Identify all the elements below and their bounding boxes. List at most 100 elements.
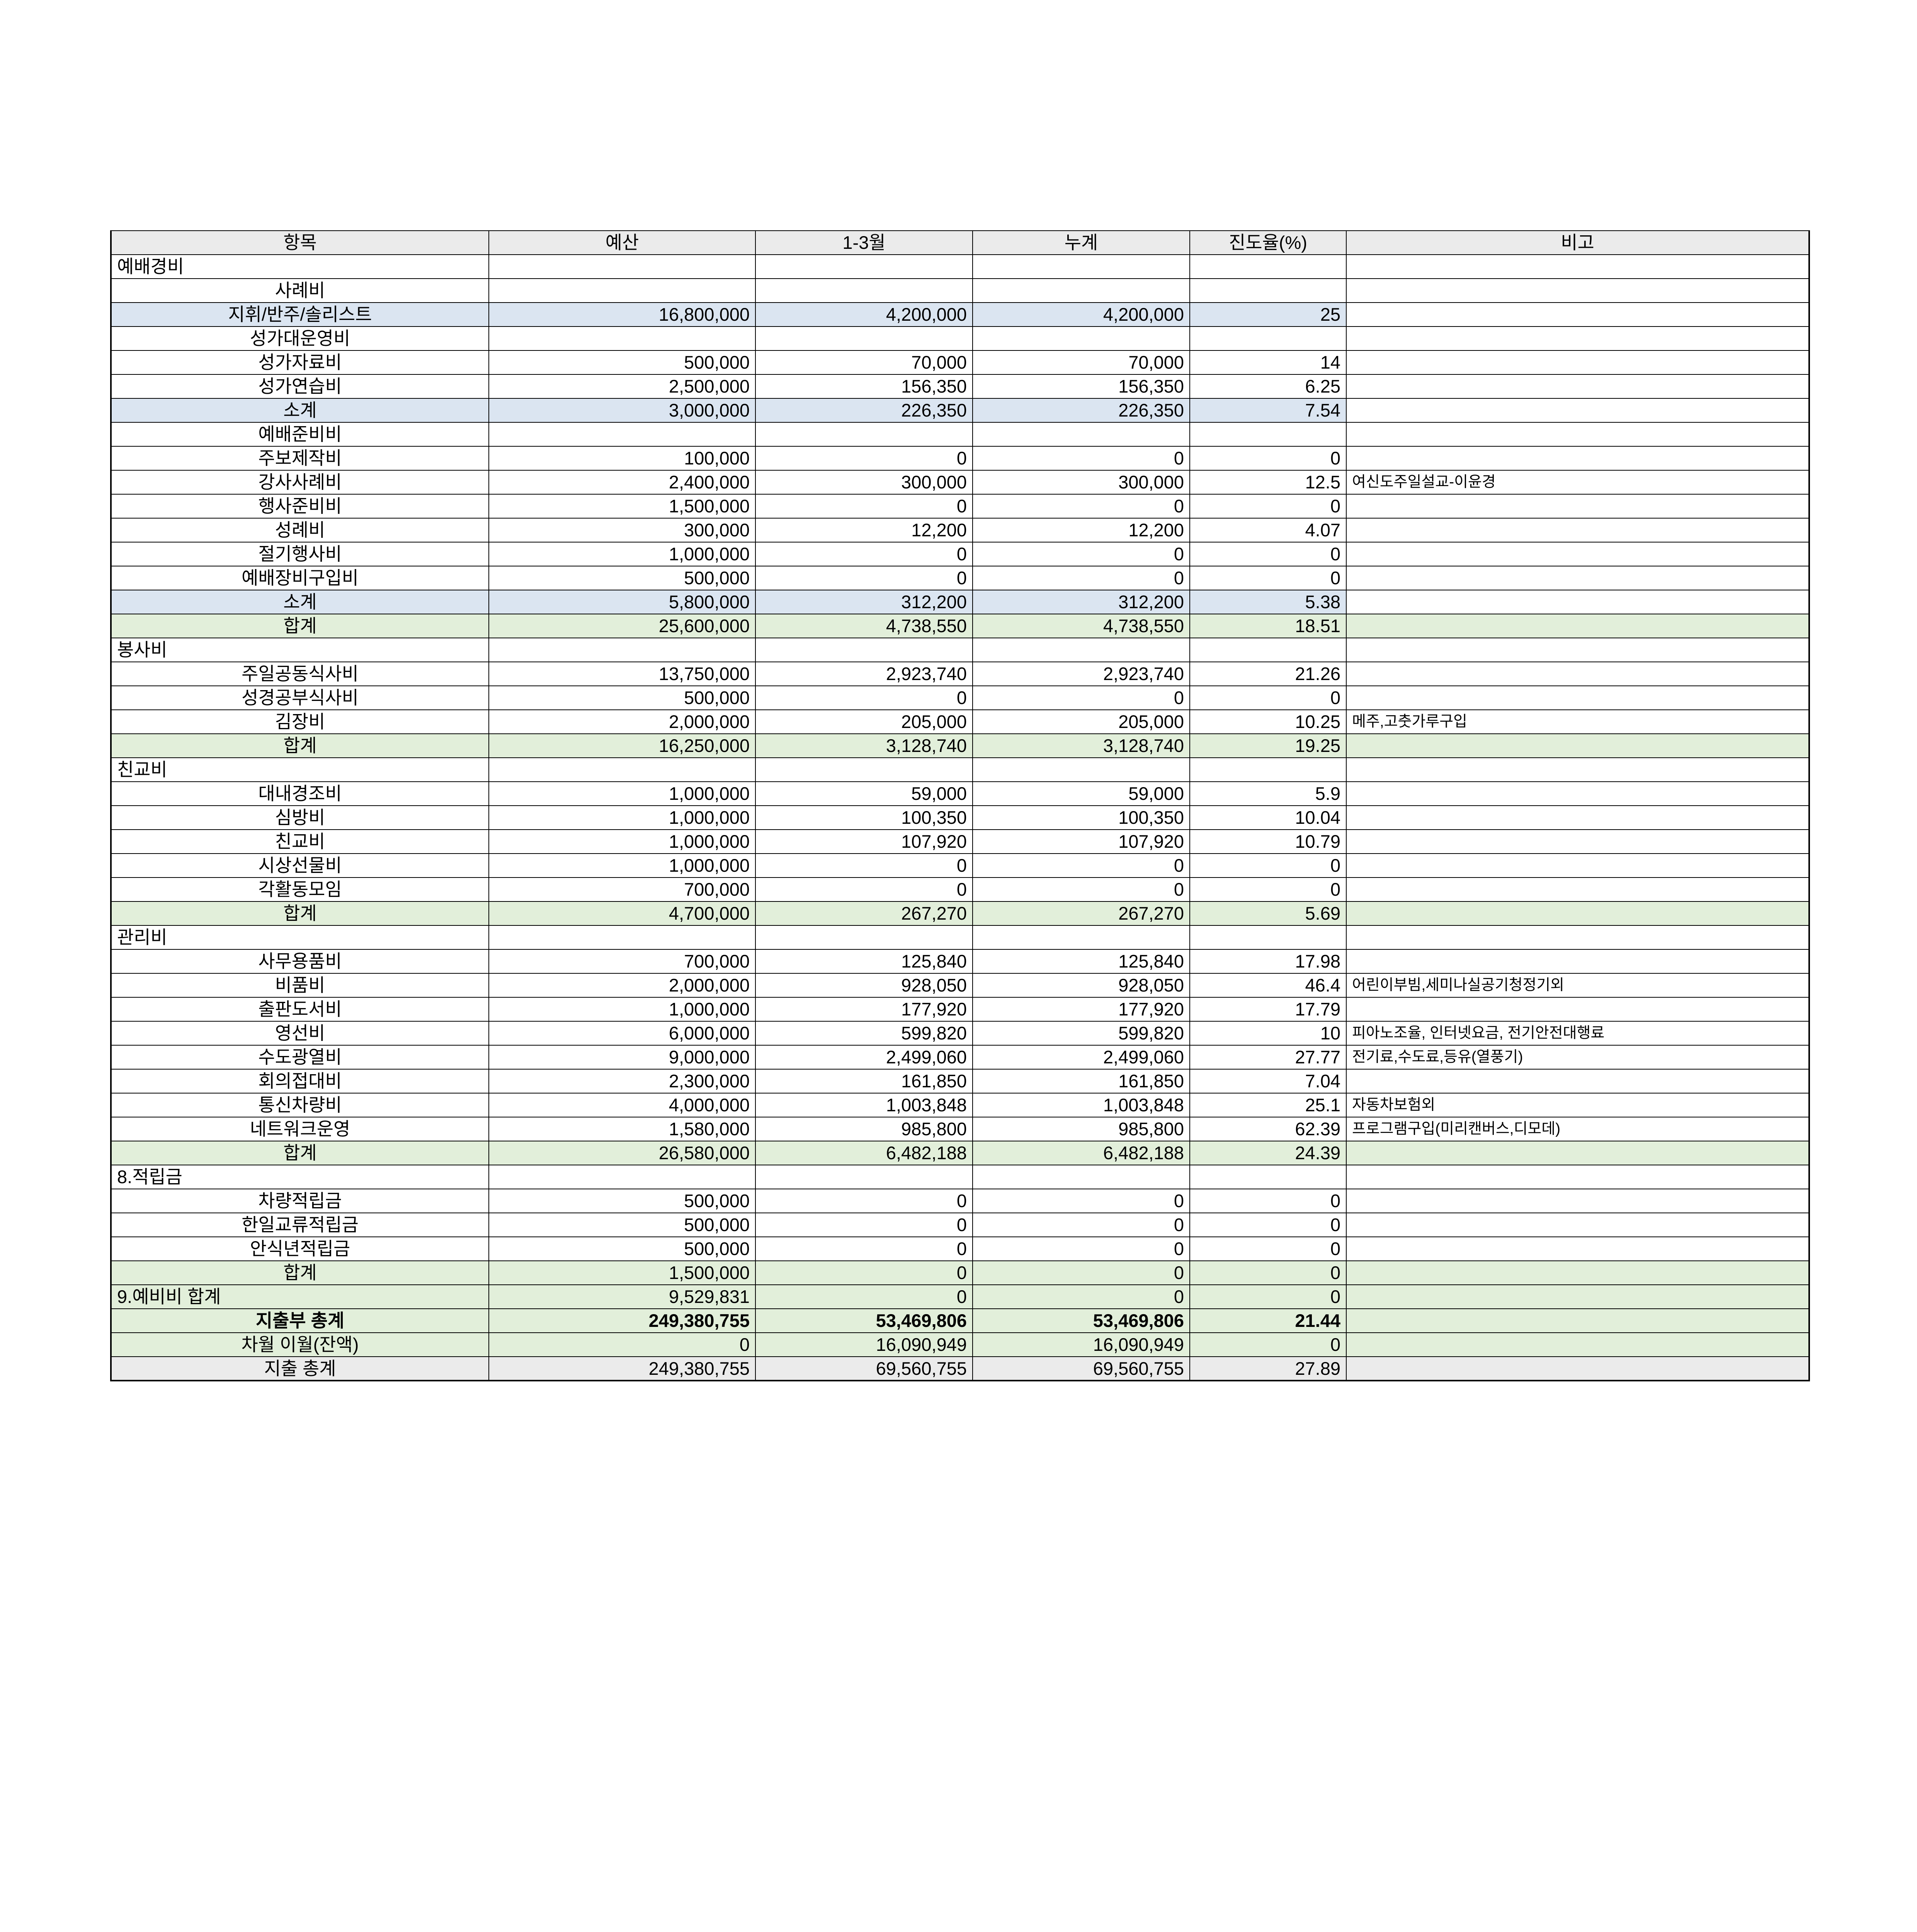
table-row: 김장비 2,000,000 205,000 205,000 10.25 메주,고춧가루구입	[110, 709, 1810, 734]
row-cumulative-value: 0	[972, 446, 1190, 471]
table-row: 영선비 6,000,000 599,820 599,820 10 피아노조율, 인터넷요금…	[110, 1021, 1810, 1046]
row-note	[1346, 542, 1810, 566]
table-row: 한일교류적립금 500,000 0 0 0	[110, 1213, 1810, 1237]
row-rate-value: 27.77	[1189, 1045, 1347, 1070]
row-note	[1346, 1213, 1810, 1237]
row-note	[1346, 614, 1810, 638]
row-cumulative-value: 161,850	[972, 1069, 1190, 1094]
row-item-label: 합계	[110, 1141, 489, 1165]
row-months-value: 928,050	[755, 973, 973, 998]
table-row: 지출 총계 249,380,755 69,560,755 69,560,755 27.8…	[110, 1356, 1810, 1381]
row-item-label: 친교비	[110, 757, 489, 782]
row-rate-value: 7.04	[1189, 1069, 1347, 1094]
row-cumulative-value	[972, 278, 1190, 303]
table-row: 예배준비비	[110, 422, 1810, 447]
row-item-label: 성가자료비	[110, 350, 489, 375]
row-note	[1346, 278, 1810, 303]
row-budget-value	[488, 925, 756, 950]
row-item-label: 행사준비비	[110, 494, 489, 519]
row-budget-value: 100,000	[488, 446, 756, 471]
row-budget-value: 1,000,000	[488, 805, 756, 830]
row-item-label: 성가연습비	[110, 374, 489, 399]
row-budget-value: 500,000	[488, 566, 756, 590]
table-row: 출판도서비 1,000,000 177,920 177,920 17.79	[110, 997, 1810, 1022]
row-note	[1346, 374, 1810, 399]
row-note	[1346, 829, 1810, 854]
table-row: 강사사례비 2,400,000 300,000 300,000 12.5 여신도주일설교-…	[110, 470, 1810, 495]
row-rate-value: 0	[1189, 1236, 1347, 1261]
row-months-value: 0	[755, 542, 973, 566]
row-note	[1346, 949, 1810, 974]
row-months-value: 312,200	[755, 590, 973, 614]
row-rate-value: 14	[1189, 350, 1347, 375]
row-cumulative-value: 12,200	[972, 518, 1190, 543]
row-budget-value: 1,500,000	[488, 494, 756, 519]
row-cumulative-value: 4,738,550	[972, 614, 1190, 638]
table-row: 대내경조비 1,000,000 59,000 59,000 5.9	[110, 781, 1810, 806]
row-months-value: 177,920	[755, 997, 973, 1022]
row-months-value: 161,850	[755, 1069, 973, 1094]
row-note	[1346, 1284, 1810, 1309]
row-rate-value: 17.98	[1189, 949, 1347, 974]
row-note: 자동차보험외	[1346, 1093, 1810, 1117]
row-budget-value: 500,000	[488, 1213, 756, 1237]
row-cumulative-value: 4,200,000	[972, 302, 1190, 327]
row-item-label: 지출 총계	[110, 1356, 489, 1381]
table-row: 예배장비구입비 500,000 0 0 0	[110, 566, 1810, 590]
row-months-value: 16,090,949	[755, 1332, 973, 1357]
row-months-value: 107,920	[755, 829, 973, 854]
table-row: 예배경비	[110, 254, 1810, 279]
row-note	[1346, 662, 1810, 686]
row-item-label: 관리비	[110, 925, 489, 950]
row-rate-value: 25	[1189, 302, 1347, 327]
row-item-label: 합계	[110, 614, 489, 638]
row-months-value	[755, 638, 973, 662]
row-budget-value: 2,300,000	[488, 1069, 756, 1094]
table-row: 시상선물비 1,000,000 0 0 0	[110, 853, 1810, 878]
table-row: 절기행사비 1,000,000 0 0 0	[110, 542, 1810, 566]
row-note	[1346, 398, 1810, 423]
row-cumulative-value: 3,128,740	[972, 733, 1190, 758]
row-item-label: 예배경비	[110, 254, 489, 279]
row-months-value: 69,560,755	[755, 1356, 973, 1381]
table-row: 회의접대비 2,300,000 161,850 161,850 7.04	[110, 1069, 1810, 1094]
table-row: 지출부 총계 249,380,755 53,469,806 53,469,806 21.…	[110, 1308, 1810, 1333]
row-item-label: 지출부 총계	[110, 1308, 489, 1333]
row-rate-value: 0	[1189, 1284, 1347, 1309]
row-note	[1346, 590, 1810, 614]
row-rate-value: 4.07	[1189, 518, 1347, 543]
row-months-value: 599,820	[755, 1021, 973, 1046]
row-item-label: 김장비	[110, 709, 489, 734]
row-note	[1346, 805, 1810, 830]
row-cumulative-value: 177,920	[972, 997, 1190, 1022]
table-row: 안식년적립금 500,000 0 0 0	[110, 1236, 1810, 1261]
row-cumulative-value	[972, 1165, 1190, 1189]
row-note	[1346, 1308, 1810, 1333]
row-cumulative-value: 0	[972, 494, 1190, 519]
table-row: 합계 16,250,000 3,128,740 3,128,740 19.25	[110, 733, 1810, 758]
row-note	[1346, 733, 1810, 758]
row-item-label: 8.적립금	[110, 1165, 489, 1189]
row-item-label: 안식년적립금	[110, 1236, 489, 1261]
row-item-label: 사무용품비	[110, 949, 489, 974]
table-row: 성가연습비 2,500,000 156,350 156,350 6.25	[110, 374, 1810, 399]
row-budget-value	[488, 326, 756, 351]
row-rate-value	[1189, 278, 1347, 303]
row-rate-value: 0	[1189, 1213, 1347, 1237]
row-budget-value: 9,000,000	[488, 1045, 756, 1070]
row-cumulative-value	[972, 925, 1190, 950]
row-budget-value: 1,500,000	[488, 1260, 756, 1285]
row-months-value	[755, 254, 973, 279]
row-months-value: 2,499,060	[755, 1045, 973, 1070]
table-row: 소계 3,000,000 226,350 226,350 7.54	[110, 398, 1810, 423]
row-budget-value	[488, 422, 756, 447]
row-note: 전기료,수도료,등유(열풍기)	[1346, 1045, 1810, 1070]
row-note	[1346, 997, 1810, 1022]
row-item-label: 친교비	[110, 829, 489, 854]
table-row: 소계 5,800,000 312,200 312,200 5.38	[110, 590, 1810, 614]
row-note	[1346, 422, 1810, 447]
row-cumulative-value: 0	[972, 1284, 1190, 1309]
row-budget-value: 2,400,000	[488, 470, 756, 495]
row-budget-value: 13,750,000	[488, 662, 756, 686]
row-rate-value	[1189, 757, 1347, 782]
